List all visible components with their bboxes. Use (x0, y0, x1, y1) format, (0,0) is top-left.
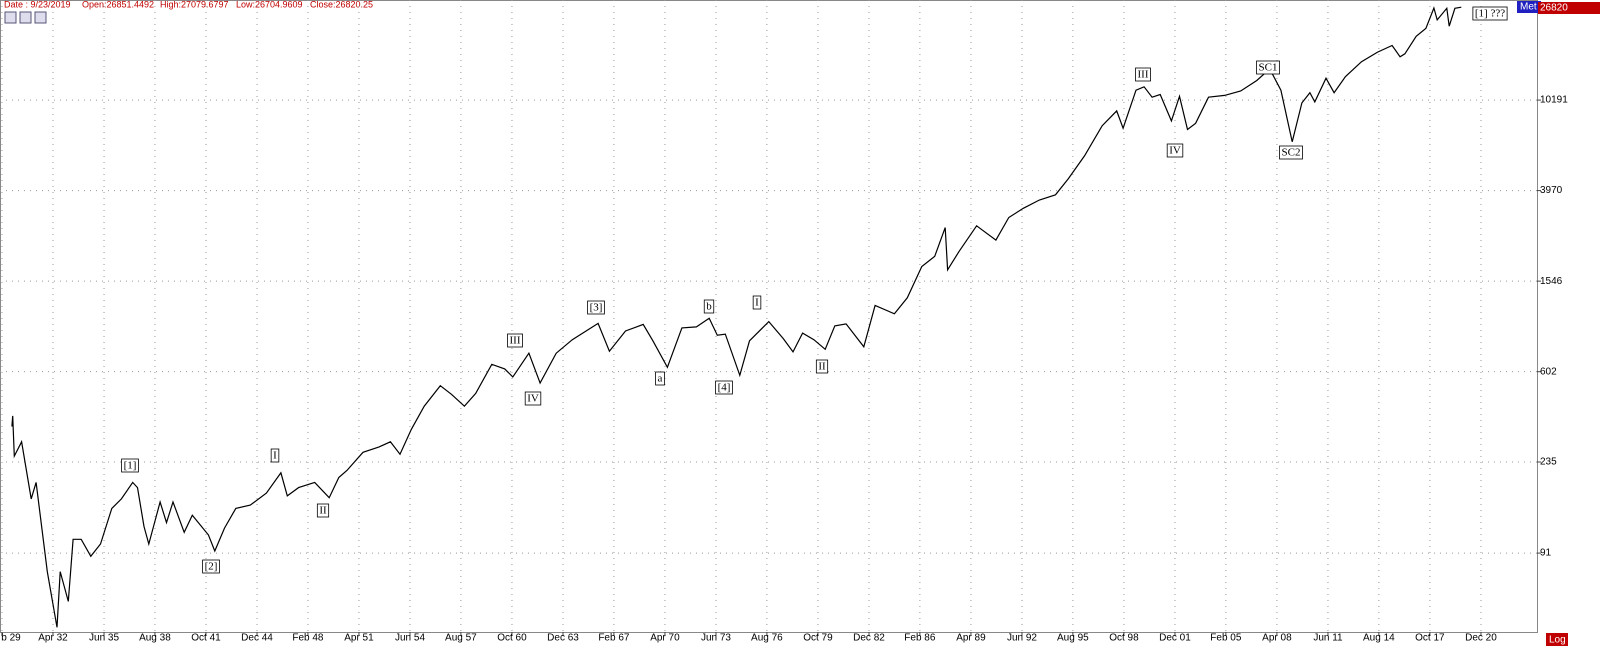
wave-box (815, 359, 829, 374)
open: Open:26851.4492 (82, 0, 154, 9)
plot-area (0, 0, 1538, 633)
x-tick-label: Dec 20 (1465, 633, 1497, 644)
wave-label: a (658, 373, 663, 385)
wave-box (121, 458, 139, 473)
wave-label: [1] (124, 460, 137, 472)
tool-icon[interactable] (19, 11, 32, 24)
x-tick-label: Apr 51 (344, 633, 374, 644)
y-tick-label: 10191 (1540, 95, 1568, 106)
wave-box (1279, 145, 1303, 160)
price-line (11, 6, 1462, 628)
wave-label: [3] (590, 302, 603, 314)
x-tick-label: Aug 38 (139, 633, 171, 644)
wave-label: SC1 (1259, 62, 1278, 74)
wave-label: III (1138, 69, 1149, 81)
x-tick-label: Oct 60 (497, 633, 527, 644)
last-value: 26820 (1540, 3, 1568, 14)
wave-box (703, 299, 715, 314)
date: Date : 9/23/2019 (4, 0, 71, 9)
wave-label: [1] ??? (1475, 8, 1505, 20)
wave-label: I (755, 297, 759, 309)
close: Close:26820.25 (310, 0, 373, 9)
wave-label: II (319, 505, 327, 517)
x-tick-label: Jun 54 (395, 633, 425, 644)
y-tick-label: 91 (1540, 548, 1552, 559)
x-tick-label: Aug 14 (1363, 633, 1395, 644)
x-tick-label: Aug 57 (445, 633, 477, 644)
wave-label: I (273, 450, 277, 462)
y-tick-label: 235 (1540, 457, 1557, 468)
x-tick-label: Apr 08 (1262, 633, 1292, 644)
x-tick-label: Dec 63 (547, 633, 579, 644)
wave-label: [2] (205, 561, 218, 573)
x-tick-label: Feb 05 (1210, 633, 1242, 644)
y-tick-label: 1546 (1540, 276, 1563, 287)
wave-box (1135, 67, 1151, 82)
wave-box (715, 380, 733, 395)
wave-box (1472, 6, 1508, 21)
high: High:27079.6797 (160, 0, 229, 9)
wave-box (1166, 143, 1184, 158)
wave-box (655, 371, 665, 386)
wave-label: SC2 (1282, 147, 1301, 159)
wave-label: IV (1169, 145, 1181, 157)
tool-icon[interactable] (34, 11, 47, 24)
wave-label: b (706, 301, 712, 313)
wave-label: [4] (718, 382, 731, 394)
x-tick-label: Dec 82 (853, 633, 885, 644)
wave-box (752, 295, 762, 310)
x-tick-label: Aug 76 (751, 633, 783, 644)
wave-box (316, 503, 330, 518)
x-tick-label: b 29 (1, 633, 21, 644)
x-tick-label: Feb 48 (292, 633, 324, 644)
symbol: Met (1520, 2, 1537, 13)
symbol-tag (1517, 1, 1541, 13)
wave-label: IV (527, 393, 539, 405)
x-tick-label: Oct 98 (1109, 633, 1139, 644)
wave-box (1256, 60, 1280, 75)
x-tick-label: Feb 67 (598, 633, 630, 644)
x-tick-label: Oct 79 (803, 633, 833, 644)
y-tick-label: 602 (1540, 366, 1557, 377)
x-tick-label: Jun 35 (89, 633, 119, 644)
scale-tag[interactable] (1546, 633, 1568, 646)
x-tick-label: Aug 95 (1057, 633, 1089, 644)
wave-label: III (510, 335, 521, 347)
price-axis (1538, 0, 1600, 659)
wave-label: II (818, 361, 826, 373)
wave-box (202, 559, 220, 574)
last-tag (1538, 2, 1600, 14)
x-tick-label: Apr 32 (38, 633, 68, 644)
x-tick-label: Jun 11 (1313, 633, 1343, 644)
y-tick-label: 3970 (1540, 185, 1563, 196)
tool-icon[interactable] (4, 11, 17, 24)
x-tick-label: Jun 73 (701, 633, 731, 644)
x-tick-label: Feb 86 (904, 633, 936, 644)
x-tick-label: Apr 70 (650, 633, 680, 644)
low: Low:26704.9609 (236, 0, 303, 9)
x-tick-label: Jun 92 (1007, 633, 1037, 644)
x-tick-label: Dec 01 (1159, 633, 1191, 644)
wave-box (524, 391, 542, 406)
scale-label[interactable]: Log (1549, 635, 1566, 646)
wave-box (507, 333, 523, 348)
x-tick-label: Oct 17 (1415, 633, 1445, 644)
wave-box (587, 300, 605, 315)
x-tick-label: Apr 89 (956, 633, 986, 644)
wave-box (270, 448, 280, 463)
x-tick-label: Oct 41 (191, 633, 221, 644)
x-tick-label: Dec 44 (241, 633, 273, 644)
